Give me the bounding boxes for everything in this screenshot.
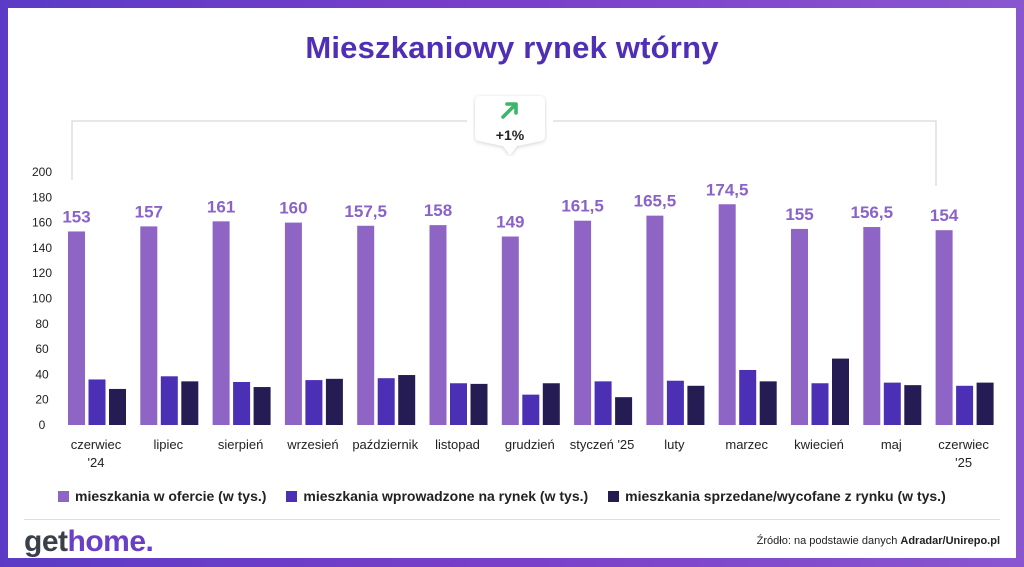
y-tick-label: 160 [32, 216, 52, 230]
data-label: 153 [62, 207, 90, 226]
x-tick-label: luty [664, 437, 685, 452]
arrow-up-right-icon [501, 102, 518, 119]
bar-sold [904, 385, 922, 425]
x-tick-label: wrzesień [286, 437, 338, 452]
footer-divider [24, 519, 1000, 520]
bar-offer [501, 236, 519, 425]
change-badge [475, 96, 545, 155]
bar-offer [357, 225, 375, 425]
legend-label: mieszkania w ofercie (w tys.) [75, 488, 267, 504]
bar-sold [325, 378, 343, 425]
bar-sold [759, 381, 777, 425]
data-label: 161,5 [561, 197, 604, 216]
bar-new [233, 381, 251, 425]
legend-item-new: mieszkania wprowadzone na rynek (w tys.) [286, 488, 588, 504]
legend: mieszkania w ofercie (w tys.) mieszkania… [58, 488, 988, 504]
chart-card: Mieszkaniowy rynek wtórny 0 20 40 60 80 100 12… [8, 8, 1016, 558]
bar-new [811, 383, 829, 425]
data-label: 174,5 [706, 180, 749, 199]
bar-new [956, 385, 974, 425]
legend-item-offer: mieszkania w ofercie (w tys.) [58, 488, 266, 504]
data-label: 160 [279, 199, 307, 218]
data-label: 149 [496, 213, 524, 232]
bar-new [88, 379, 106, 425]
bar-offer [429, 225, 447, 425]
x-tick-label: styczeń '25 [570, 437, 635, 452]
bar-sold [398, 375, 416, 425]
x-tick-label: marzec [725, 437, 768, 452]
data-label: 156,5 [851, 203, 894, 222]
y-tick-label: 40 [35, 367, 49, 381]
bar-new [160, 376, 178, 425]
change-value: +1% [495, 127, 525, 143]
data-label: 157 [135, 202, 163, 221]
bar-new [883, 382, 901, 425]
legend-label: mieszkania wprowadzone na rynek (w tys.) [303, 488, 589, 504]
bar-offer [863, 227, 881, 425]
data-label: 161 [207, 197, 235, 216]
bar-sold [832, 358, 849, 425]
bar-offer [791, 228, 808, 425]
legend-label: mieszkania sprzedane/wycofane z rynku (w… [625, 488, 946, 504]
bar-offer [935, 230, 953, 425]
y-tick-label: 200 [32, 165, 52, 179]
bar-sold [687, 385, 705, 425]
bar-new [666, 380, 684, 425]
bar-sold [181, 381, 199, 425]
legend-swatch [608, 490, 620, 502]
x-tick-label: czerwiec [938, 437, 989, 452]
bar-new [594, 381, 612, 425]
bar-sold [253, 387, 271, 425]
y-tick-label: 120 [32, 266, 52, 280]
bar-offer [718, 204, 736, 425]
data-label: 157,5 [344, 202, 387, 221]
bar-offer [212, 221, 230, 425]
x-tick-label: lipiec [153, 437, 183, 452]
chart-title: Mieszkaniowy rynek wtórny [305, 30, 719, 65]
y-tick-label: 20 [35, 393, 49, 407]
data-label: 158 [424, 201, 452, 220]
bracket-left [71, 120, 467, 180]
bar-offer [284, 222, 302, 425]
y-tick-label: 140 [32, 241, 52, 255]
legend-swatch [286, 490, 298, 502]
legend-item-sold: mieszkania sprzedane/wycofane z rynku (w… [608, 488, 946, 504]
legend-swatch [58, 490, 69, 502]
bar-offer [646, 215, 664, 425]
y-tick-label: 60 [35, 342, 49, 356]
bar-offer [140, 226, 158, 425]
bar-new [522, 394, 540, 425]
bar-sold [542, 383, 560, 425]
bar-new [739, 369, 757, 425]
bar-sold [976, 382, 994, 425]
x-tick-label: maj [881, 437, 902, 452]
x-tick-label: '24 [88, 455, 105, 470]
y-tick-label: 100 [32, 292, 52, 306]
source-note: Źródło: na podstawie danych Adradar/Unir… [756, 535, 1000, 547]
bar-offer [574, 220, 592, 425]
data-label: 155 [785, 205, 813, 224]
bar-offer [68, 231, 85, 425]
x-tick-label: czerwiec [71, 437, 122, 452]
y-tick-label: 0 [39, 418, 46, 432]
x-tick-label: sierpień [218, 437, 264, 452]
x-tick-label: kwiecień [794, 437, 844, 452]
bar-sold [615, 397, 633, 425]
data-label: 154 [930, 206, 959, 225]
gethome-logo: gethome. [24, 525, 154, 558]
data-label: 165,5 [634, 192, 677, 211]
x-tick-label: październik [352, 437, 418, 452]
bar-chart: 0 20 40 60 80 100 120 140 160 180 200 153 czerwiec '2… [32, 120, 994, 470]
bar-sold [470, 383, 488, 425]
bar-new [450, 383, 467, 425]
bar-new [305, 380, 323, 425]
x-tick-label: grudzień [505, 437, 555, 452]
y-tick-label: 80 [35, 317, 49, 331]
bar-new [377, 378, 395, 425]
bracket-right [553, 120, 937, 186]
x-tick-label: '25 [955, 455, 972, 470]
y-tick-label: 180 [32, 190, 52, 204]
x-tick-label: listopad [435, 437, 480, 452]
bar-sold [109, 388, 126, 425]
